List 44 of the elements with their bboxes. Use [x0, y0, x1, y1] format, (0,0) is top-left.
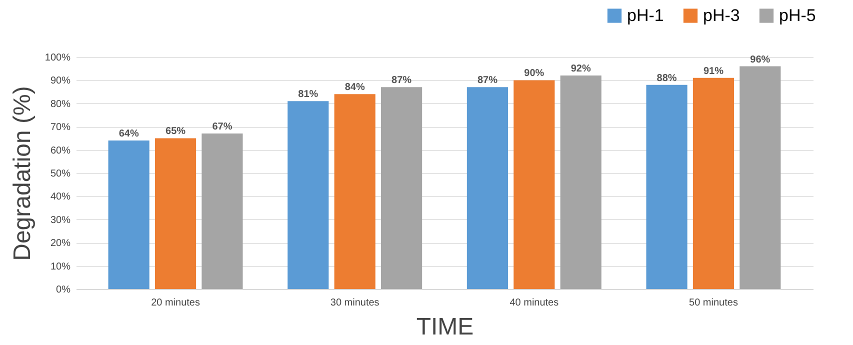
bar — [334, 94, 376, 289]
bar — [466, 87, 508, 289]
y-tick-label: 10% — [50, 261, 71, 272]
legend-label: pH-1 — [627, 6, 664, 25]
data-label: 65% — [166, 126, 186, 138]
data-label: 81% — [298, 89, 318, 100]
bar — [740, 66, 781, 289]
x-tick-label: 50 minutes — [689, 298, 738, 308]
data-label: 90% — [524, 68, 544, 80]
x-tick-label: 20 minutes — [151, 298, 200, 308]
y-tick-label: 30% — [50, 214, 71, 226]
y-tick-label: 50% — [50, 168, 71, 180]
y-tick-label: 70% — [50, 122, 71, 134]
data-label: 67% — [212, 122, 232, 133]
bar — [560, 76, 602, 289]
x-tick-label: 40 minutes — [510, 298, 559, 308]
bar — [646, 84, 688, 289]
y-tick-label: 100% — [44, 52, 71, 64]
data-label: 92% — [570, 64, 591, 75]
y-axis-title: Degradation (%) — [8, 86, 36, 261]
y-tick-label: 0% — [56, 284, 71, 296]
bar — [108, 140, 150, 289]
x-axis-title: TIME — [416, 314, 474, 340]
data-label: 64% — [118, 128, 139, 140]
bar — [514, 80, 555, 289]
y-tick-label: 20% — [50, 238, 71, 250]
bar — [154, 138, 196, 289]
bar — [288, 101, 329, 289]
legend-label: pH-3 — [703, 6, 740, 25]
bar — [380, 87, 422, 289]
y-tick-label: 90% — [50, 76, 71, 87]
data-label: 88% — [656, 72, 677, 84]
data-label: 87% — [477, 75, 498, 86]
x-tick-label: 30 minutes — [330, 298, 380, 308]
legend-label: pH-5 — [779, 6, 816, 25]
bar — [202, 134, 243, 289]
data-label: 84% — [344, 82, 365, 94]
data-label: 87% — [392, 75, 412, 86]
bar — [692, 78, 734, 289]
y-tick-label: 60% — [50, 145, 71, 156]
y-tick-label: 80% — [50, 98, 71, 110]
y-tick-label: 40% — [50, 192, 71, 203]
data-label: 96% — [750, 54, 770, 66]
data-label: 91% — [703, 66, 724, 77]
